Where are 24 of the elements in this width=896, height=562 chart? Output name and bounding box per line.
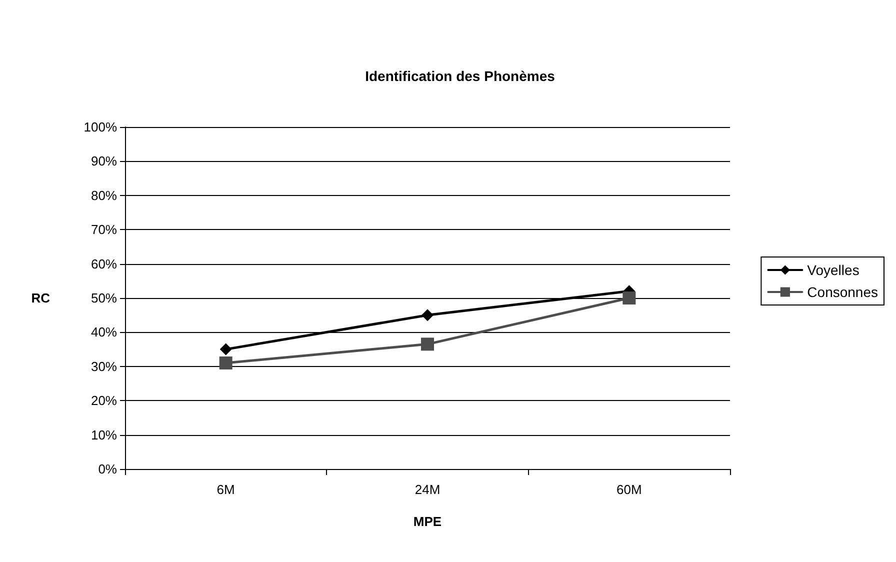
y-tick-label: 60% [90, 256, 118, 272]
y-axis-title: RC [31, 290, 51, 306]
x-axis-title: MPE [413, 514, 442, 529]
point [421, 338, 434, 351]
y-tick-label: 100% [84, 120, 118, 134]
x-tick-label: 24M [414, 482, 440, 497]
legend-label: Voyelles [807, 262, 860, 278]
legend-label: Consonnes [807, 284, 878, 300]
x-tick-label: 6M [216, 482, 235, 497]
y-tick-label: 70% [90, 222, 118, 238]
y-tick-label: 0% [98, 462, 118, 476]
y-tick-label: 40% [90, 324, 118, 340]
point [622, 292, 636, 304]
point [219, 356, 232, 370]
point [422, 309, 434, 322]
y-tick-label: 20% [90, 393, 118, 408]
point [220, 343, 232, 356]
y-tick-label: 80% [90, 188, 118, 203]
y-tick-label: 10% [90, 427, 118, 442]
y-tick-label: 50% [90, 290, 118, 306]
chart-title: Identification des Phonèmes [365, 68, 556, 84]
x-tick-label: 60M [616, 482, 642, 497]
y-tick-label: 90% [90, 154, 118, 169]
y-tick-label: 30% [90, 358, 118, 374]
